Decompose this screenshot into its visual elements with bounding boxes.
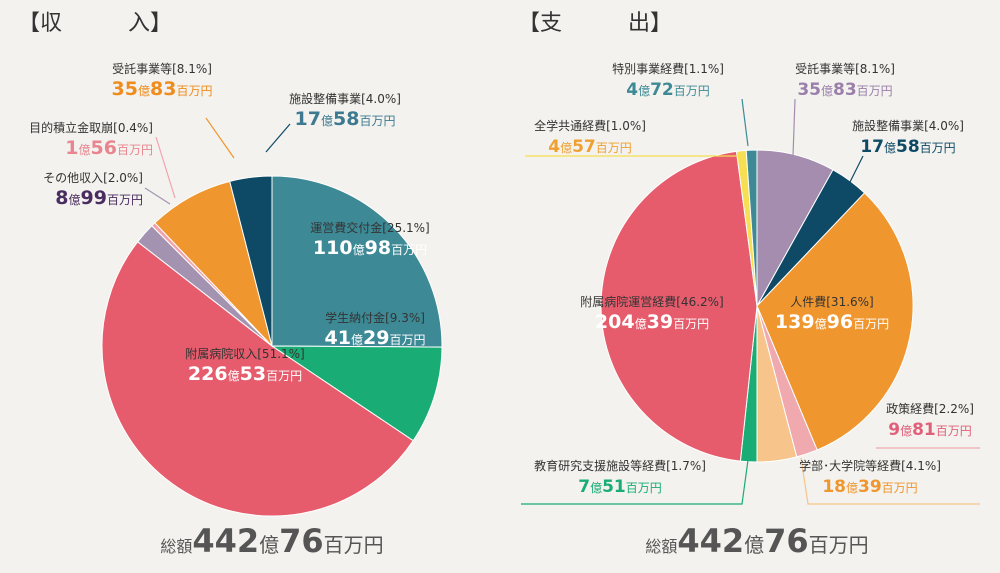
total-amount: 総額442億76百万円 [645,522,868,560]
pie-slice [270,345,443,442]
slice-name-label: 学生納付金[9.3%] [325,310,425,325]
slice-name-label: 政策経費[2.2%] [886,401,974,416]
pie-slice [271,175,443,348]
total-amount: 総額442億76百万円 [160,522,383,560]
pie-slice [600,150,758,462]
slice-name-label: 受託事業等[8.1%] [112,61,212,76]
leader-line [144,187,171,205]
leader-line [741,98,749,147]
slice-value-label: 4億72百万円 [626,80,710,100]
slice-value-label: 35億83百万円 [112,78,213,100]
pie-slice [229,175,273,347]
leader-line [800,457,980,505]
slice-value-label: 35億83百万円 [797,80,892,100]
slice-value-label: 17億58百万円 [295,108,396,130]
slice-value-label: 9億81百万円 [888,420,972,440]
slice-name-label: 附属病院運営経費[46.2%] [580,294,724,309]
leader-line [155,136,176,199]
chart-title: 【支 出】 [518,11,672,36]
slice-name-label: 学部･大学院等経費[4.1%] [799,458,941,473]
slice-name-label: 人件費[31.6%] [790,294,874,309]
slice-value-label: 41億29百万円 [325,327,426,349]
chart-title: 【収 入】 [18,11,172,36]
slice-name-label: 附属病院収入[51.1%] [185,346,305,361]
slice-value-label: 1億56百万円 [65,137,153,159]
slice-value-label: 226億53百万円 [188,363,302,385]
slice-value-label: 8億99百万円 [55,187,143,209]
leader-line [849,155,864,183]
slice-name-label: 施設整備事業[4.0%] [852,118,964,133]
leader-line [521,459,749,505]
pie-slice [101,241,414,517]
leader-line [205,117,235,159]
leader-line [265,123,291,153]
slice-name-label: 受託事業等[8.1%] [795,61,895,76]
slice-name-label: 施設整備事業[4.0%] [289,91,401,106]
slice-value-label: 4億57百万円 [548,137,632,157]
slice-name-label: 全学共通経費[1.0%] [534,118,646,133]
slice-name-label: 教育研究支援施設等経費[1.7%] [534,458,706,473]
slice-name-label: その他収入[2.0%] [43,171,143,185]
slice-value-label: 18億39百万円 [822,477,917,497]
leader-line [792,98,796,157]
slice-value-label: 7億51百万円 [578,477,662,497]
slice-value-label: 17億58百万円 [860,137,955,157]
slice-value-label: 139億96百万円 [775,311,889,333]
slice-value-label: 204億39百万円 [595,311,709,333]
slice-name-label: 特別事業経費[1.1%] [612,61,724,76]
slice-name-label: 目的積立金取崩[0.4%] [29,120,153,135]
pie-slice [756,192,914,451]
slice-name-label: 運営費交付金[25.1%] [310,220,430,235]
pie-slice [745,149,758,307]
slice-value-label: 110億98百万円 [313,237,427,259]
